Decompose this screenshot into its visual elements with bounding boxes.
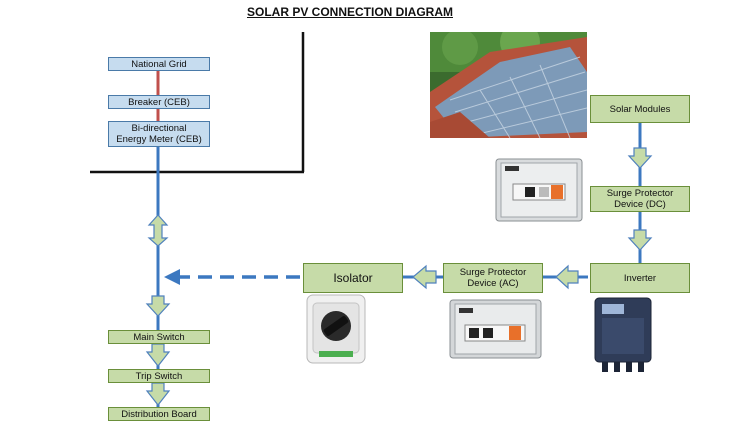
national-grid-box: National Grid — [108, 57, 210, 71]
main-switch-box: Main Switch — [108, 330, 210, 344]
spd-ac-label-2: Device (AC) — [467, 278, 519, 289]
distribution-board-box: Distribution Board — [108, 407, 210, 421]
down-arrow-to-spd-dc — [627, 147, 653, 169]
distribution-board-label: Distribution Board — [121, 408, 197, 420]
spd-ac-label-1: Surge Protector — [459, 267, 527, 278]
solar-modules-box: Solar Modules — [590, 95, 690, 123]
inverter-label: Inverter — [623, 272, 657, 284]
isolator-switch-image — [305, 293, 367, 365]
breaker-box: Breaker (CEB) — [108, 95, 210, 109]
diagram-title: SOLAR PV CONNECTION DIAGRAM — [246, 5, 453, 19]
spd-dc-label-2: Device (DC) — [614, 199, 666, 210]
left-arrow-to-isolator — [412, 264, 437, 290]
down-arrow-to-main-switch — [145, 295, 171, 317]
solar-modules-label: Solar Modules — [609, 103, 671, 115]
left-arrow-to-spd-ac — [555, 264, 579, 290]
trip-switch-box: Trip Switch — [108, 369, 210, 383]
spd-dc-box: Surge Protector Device (DC) — [590, 186, 690, 212]
spd-ac-device-image — [449, 299, 542, 359]
energy-meter-label-1: Bi-directional — [131, 123, 187, 134]
inverter-device-image — [592, 296, 654, 374]
trip-switch-label: Trip Switch — [135, 370, 183, 382]
roof-solar-panels-image — [430, 32, 587, 138]
spd-ac-box: Surge Protector Device (AC) — [443, 263, 543, 293]
energy-meter-label-2: Energy Meter (CEB) — [116, 134, 202, 145]
inverter-box: Inverter — [590, 263, 690, 293]
down-arrow-to-inverter — [627, 229, 653, 251]
spd-dc-device-image — [495, 158, 583, 222]
breaker-label: Breaker (CEB) — [128, 96, 190, 108]
isolator-label: Isolator — [333, 270, 373, 285]
down-arrow-to-trip-switch — [145, 343, 171, 367]
down-arrow-to-distribution — [145, 382, 171, 406]
energy-meter-box: Bi-directional Energy Meter (CEB) — [108, 121, 210, 147]
dashed-arrowhead — [164, 269, 180, 285]
isolator-box: Isolator — [303, 263, 403, 293]
main-switch-label: Main Switch — [133, 331, 185, 343]
spd-dc-label-1: Surge Protector — [606, 188, 674, 199]
bidirectional-arrow — [147, 214, 169, 247]
national-grid-label: National Grid — [131, 58, 187, 70]
